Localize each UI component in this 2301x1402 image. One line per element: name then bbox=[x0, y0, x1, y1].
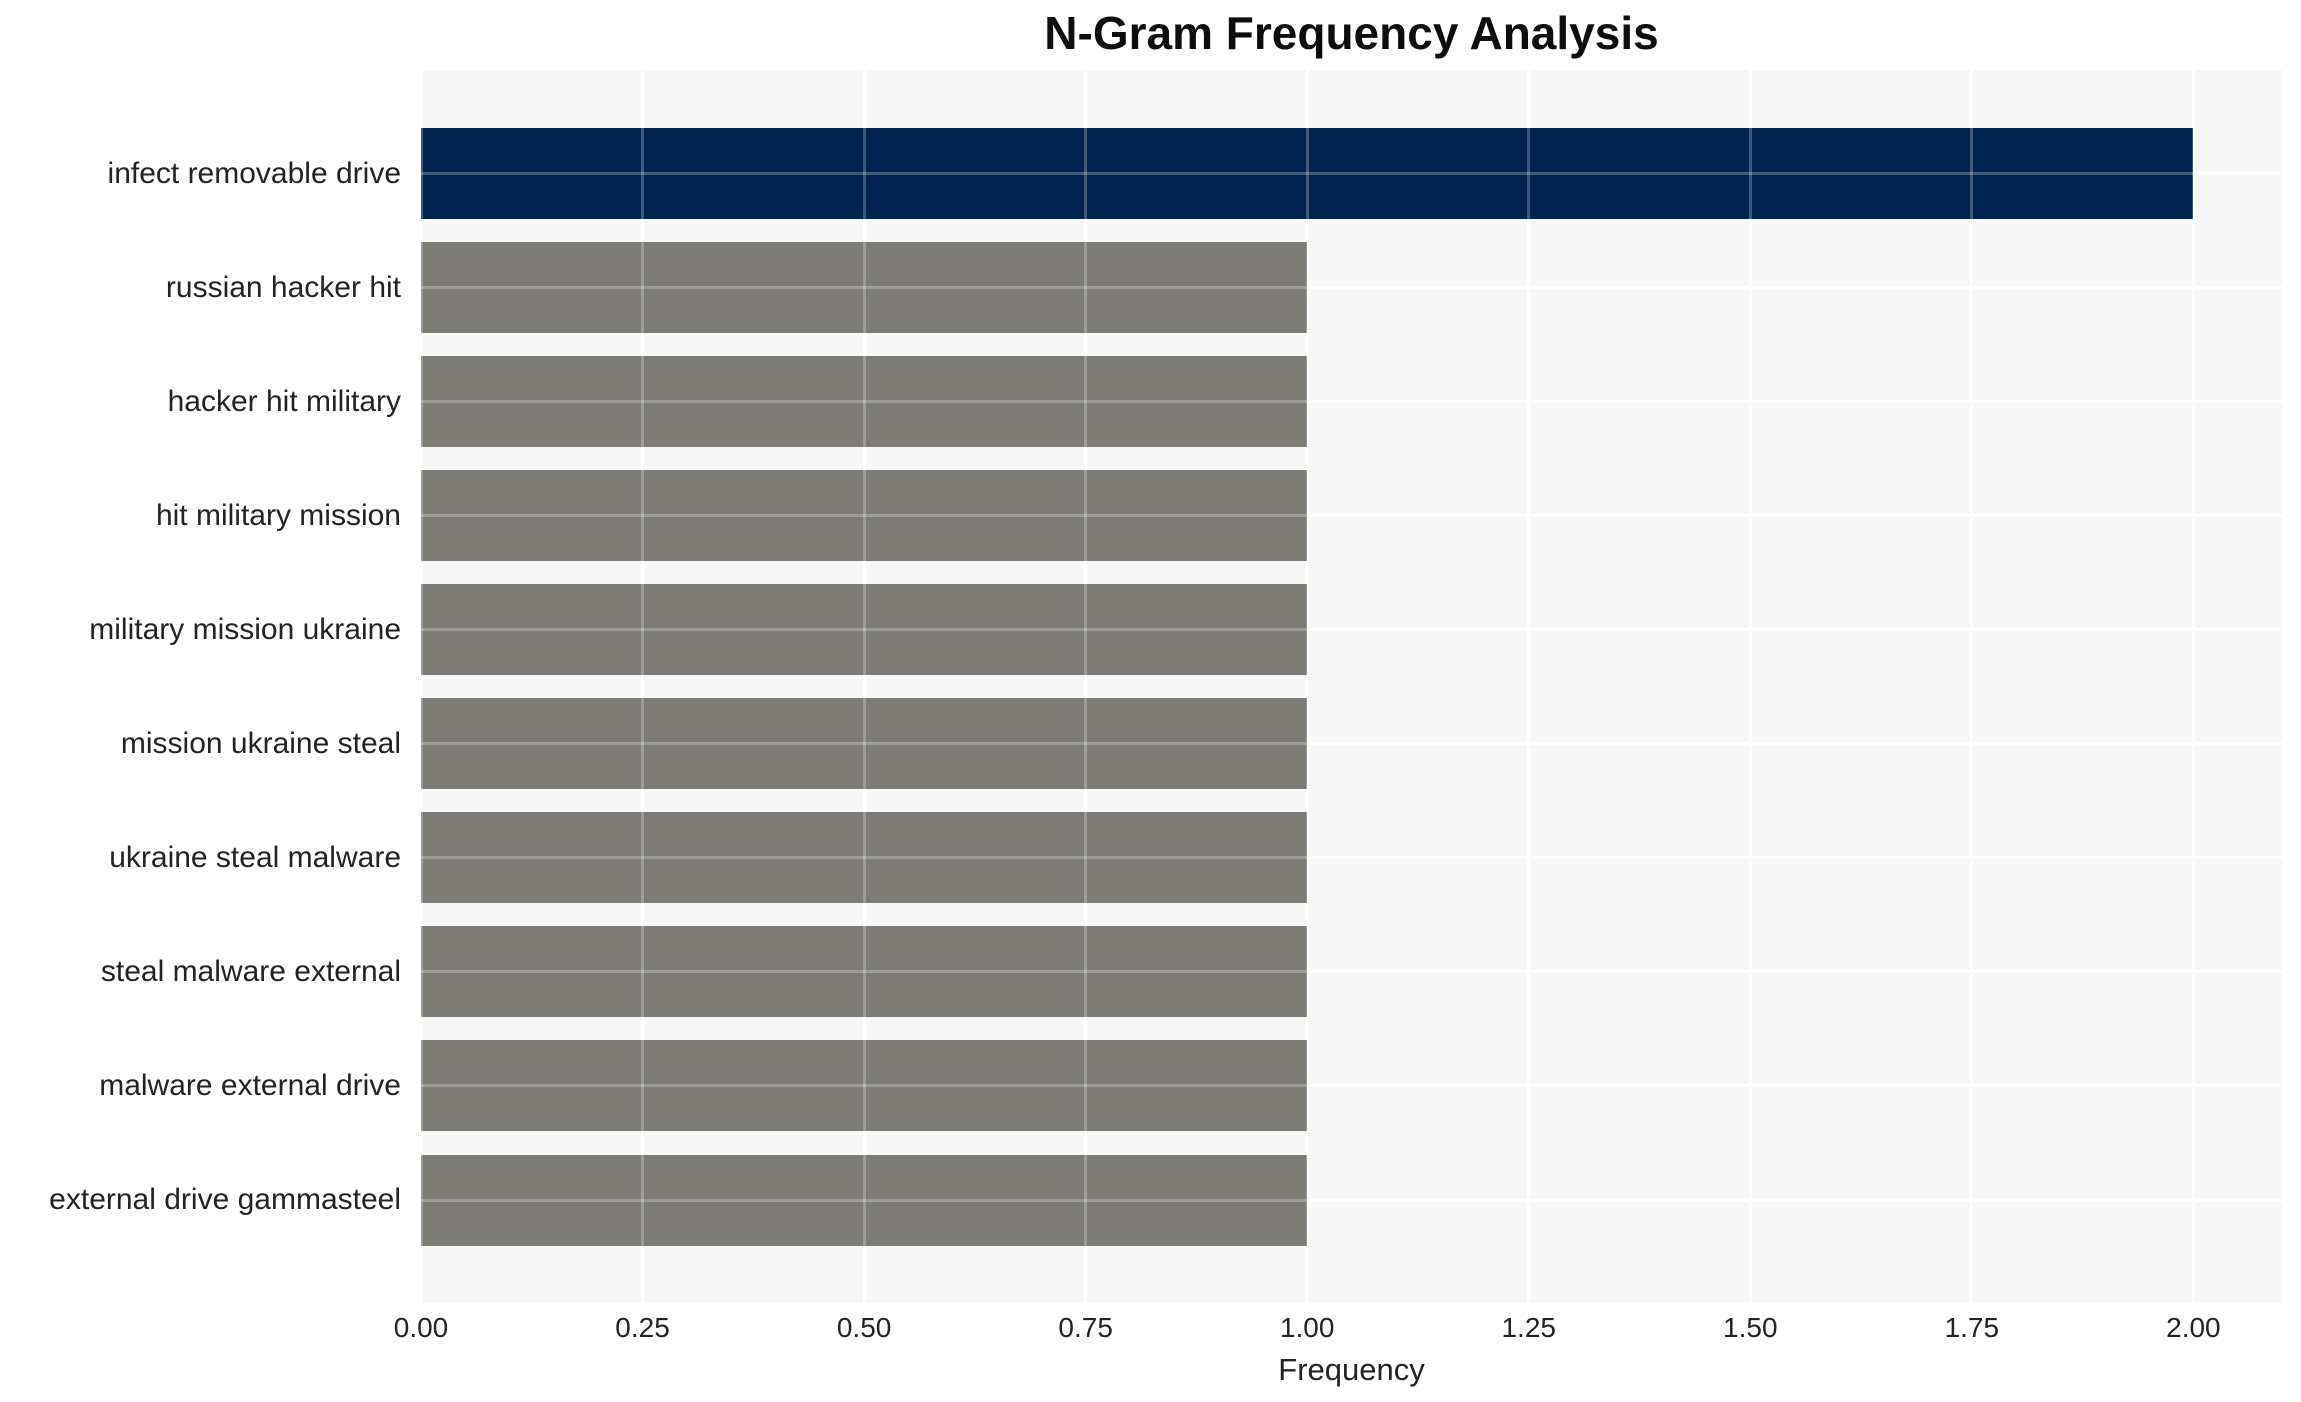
horizontal-gridline bbox=[421, 286, 2282, 290]
horizontal-gridline bbox=[421, 856, 2282, 860]
horizontal-gridline bbox=[421, 970, 2282, 974]
horizontal-gridline bbox=[421, 742, 2282, 746]
bar-malware-external-drive bbox=[421, 1040, 1308, 1132]
vertical-gridline bbox=[641, 70, 645, 1303]
y-tick-label: external drive gammasteel bbox=[49, 1183, 401, 1217]
horizontal-gridline bbox=[421, 856, 2282, 860]
bar-infect-removable-drive bbox=[421, 128, 2194, 220]
y-tick-label: russian hacker hit bbox=[165, 270, 401, 304]
vertical-gridline bbox=[1748, 70, 1752, 1303]
x-tick-label: 0.25 bbox=[615, 1312, 670, 1343]
horizontal-gridline bbox=[421, 628, 2282, 632]
bar-mission-ukraine-steal bbox=[421, 698, 1308, 790]
x-tick-label: 1.75 bbox=[1944, 1312, 2000, 1343]
bar-external-drive-gammasteel bbox=[421, 1154, 1308, 1246]
bar-military-mission-ukraine bbox=[421, 584, 1308, 676]
horizontal-gridline bbox=[421, 286, 2282, 290]
x-axis-title: Frequency bbox=[1278, 1352, 1425, 1387]
y-axis-labels: infect removable drive russian hacker hit… bbox=[0, 70, 411, 1303]
horizontal-gridline bbox=[421, 172, 2282, 176]
vertical-gridline bbox=[1970, 70, 1974, 1303]
vertical-gridline bbox=[2191, 70, 2195, 1303]
vertical-gridline bbox=[1305, 70, 1309, 1303]
horizontal-gridline bbox=[421, 1198, 2282, 1202]
horizontal-gridline bbox=[421, 1084, 2282, 1088]
plot-area bbox=[419, 70, 2282, 1303]
y-tick-label: ukraine steal malware bbox=[109, 840, 401, 874]
horizontal-gridline bbox=[421, 970, 2282, 974]
x-tick-label: 0.75 bbox=[1058, 1312, 1113, 1343]
y-tick-label: infect removable drive bbox=[107, 156, 401, 190]
chart-title: N-Gram Frequency Analysis bbox=[1044, 7, 1659, 59]
x-tick-label: 0.00 bbox=[393, 1312, 449, 1343]
x-tick-label: 1.50 bbox=[1723, 1312, 1778, 1343]
vertical-gridline bbox=[641, 70, 645, 1303]
bar-ukraine-steal-malware bbox=[421, 812, 1308, 904]
x-tick-label: 1.25 bbox=[1501, 1312, 1556, 1343]
bar-steal-malware-external bbox=[421, 926, 1308, 1018]
horizontal-gridline bbox=[421, 514, 2282, 518]
vertical-gridline bbox=[1970, 70, 1974, 1303]
horizontal-gridline bbox=[421, 1198, 2282, 1202]
vertical-gridline bbox=[1305, 70, 1309, 1303]
vertical-gridline bbox=[419, 70, 423, 1303]
y-tick-label: hit military mission bbox=[155, 498, 401, 532]
horizontal-gridline bbox=[421, 628, 2282, 632]
vertical-gridline bbox=[2191, 70, 2195, 1303]
bar-hit-military-mission bbox=[421, 470, 1308, 562]
vertical-gridline bbox=[419, 70, 423, 1303]
x-tick-label: 1.00 bbox=[1279, 1312, 1335, 1343]
vertical-gridline bbox=[1084, 70, 1088, 1303]
y-tick-label: mission ukraine steal bbox=[120, 726, 401, 760]
vertical-gridline bbox=[1084, 70, 1088, 1303]
x-tick-label: 2.00 bbox=[2166, 1312, 2221, 1343]
vertical-gridline bbox=[862, 70, 866, 1303]
horizontal-gridline bbox=[421, 742, 2282, 746]
y-tick-label: malware external drive bbox=[99, 1068, 401, 1102]
vertical-gridline bbox=[1527, 70, 1531, 1303]
x-axis-ticks: 0.00 0.25 0.50 0.75 1.00 1.25 1.50 1.75 2.00 bbox=[0, 1312, 2301, 1352]
horizontal-gridline bbox=[421, 1084, 2282, 1088]
x-tick-label: 0.50 bbox=[836, 1312, 892, 1343]
horizontal-gridline bbox=[421, 400, 2282, 404]
y-tick-label: steal malware external bbox=[100, 954, 401, 988]
y-tick-label: hacker hit military bbox=[167, 384, 401, 418]
horizontal-gridline bbox=[421, 400, 2282, 404]
bar-hacker-hit-military bbox=[421, 356, 1308, 448]
vertical-gridline bbox=[1527, 70, 1531, 1303]
vertical-gridline bbox=[862, 70, 866, 1303]
vertical-gridline bbox=[1748, 70, 1752, 1303]
horizontal-gridline bbox=[421, 514, 2282, 518]
y-tick-label: military mission ukraine bbox=[89, 612, 401, 646]
bar-russian-hacker-hit bbox=[421, 242, 1308, 334]
